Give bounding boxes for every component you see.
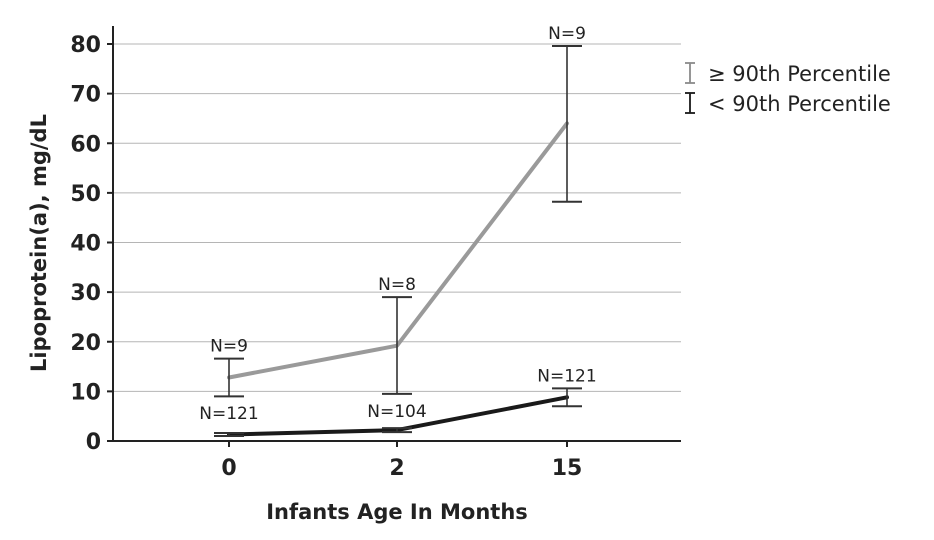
y-tick-label: 50 <box>70 182 101 207</box>
y-tick-label: 70 <box>70 83 101 108</box>
series-group <box>214 44 582 438</box>
n-label: N=121 <box>537 366 596 386</box>
y-tick-labels: 0 10 20 30 40 50 60 70 80 <box>70 33 101 455</box>
x-tick-label: 2 <box>389 456 404 481</box>
x-tick-label: 15 <box>552 456 583 481</box>
y-tick-label: 10 <box>70 380 101 405</box>
series-line <box>227 121 569 380</box>
n-label: N=9 <box>210 337 248 357</box>
y-tick-label: 80 <box>70 33 101 58</box>
y-tick-label: 20 <box>70 331 101 356</box>
gridlines <box>113 43 681 392</box>
y-tick-label: 30 <box>70 281 101 306</box>
x-tick-labels: 0 2 15 <box>221 456 582 481</box>
y-tick-label: 40 <box>70 232 101 257</box>
y-axis-title: Lipoprotein(a), mg/dL <box>27 114 51 372</box>
sample-size-labels: N=9 N=8 N=9 N=121 N=104 N=121 <box>199 24 596 424</box>
axes <box>107 26 681 447</box>
legend-entry-label: ≥ 90th Percentile <box>708 62 891 86</box>
legend: ≥ 90th Percentile < 90th Percentile <box>685 62 891 116</box>
n-label: N=9 <box>548 24 586 44</box>
x-tick-label: 0 <box>221 456 236 481</box>
n-label: N=121 <box>199 404 258 424</box>
y-tick-label: 60 <box>70 132 101 157</box>
x-axis-title: Infants Age In Months <box>266 500 528 524</box>
n-label: N=104 <box>367 402 426 422</box>
legend-entry-label: < 90th Percentile <box>708 92 891 116</box>
y-tick-label: 0 <box>86 430 101 455</box>
n-label: N=8 <box>378 275 416 295</box>
